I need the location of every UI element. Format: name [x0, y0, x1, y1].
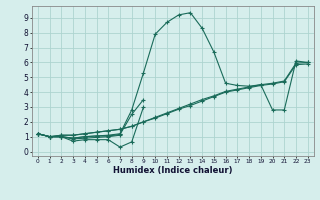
X-axis label: Humidex (Indice chaleur): Humidex (Indice chaleur) — [113, 166, 233, 175]
